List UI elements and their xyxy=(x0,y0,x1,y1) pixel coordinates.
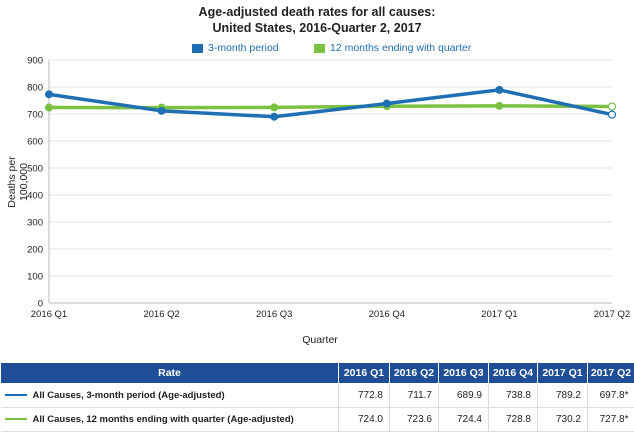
table-cell: 738.8 xyxy=(488,383,538,408)
table-cell: 789.2 xyxy=(537,383,588,408)
y-tick-label: 400 xyxy=(27,191,43,202)
x-tick-label: 2016 Q4 xyxy=(369,309,405,320)
table-cell: 728.8 xyxy=(488,407,538,432)
table-cell: 730.2 xyxy=(537,407,588,432)
y-axis-title: Deaths per 100,000 xyxy=(6,156,30,208)
table-header-col: 2016 Q4 xyxy=(488,362,538,384)
row-label: All Causes, 12 months ending with quarte… xyxy=(0,407,339,432)
table-cell: 724.4 xyxy=(438,407,489,432)
legend-item-3-month[interactable]: 3-month period xyxy=(192,42,279,54)
y-tick-label: 800 xyxy=(27,83,43,94)
table-cell: 727.8* xyxy=(587,407,634,432)
y-tick-label: 700 xyxy=(27,110,43,121)
y-tick-label: 200 xyxy=(27,245,43,256)
table-header-row: Rate 2016 Q1 2016 Q2 2016 Q3 2016 Q4 201… xyxy=(0,362,634,384)
data-point xyxy=(45,90,53,99)
row-label-text: All Causes, 3-month period (Age-adjusted… xyxy=(32,390,225,401)
chart-title: Age-adjusted death rates for all causes: xyxy=(198,5,436,19)
line-chart: 0 100 200 300 400 500 600 700 800 900 2016 Q1 2016 … xyxy=(27,56,630,321)
table-header-col: 2017 Q2 xyxy=(587,362,634,384)
x-tick-label: 2017 Q1 xyxy=(481,309,517,320)
y-tick-label: 0 xyxy=(38,299,43,310)
x-axis-title: Quarter xyxy=(302,334,338,346)
table-header-col: 2016 Q1 xyxy=(338,362,390,384)
row-label-text: All Causes, 12 months ending with quarte… xyxy=(32,414,294,425)
table-header-col: 2016 Q2 xyxy=(389,362,439,384)
y-tick-label: 300 xyxy=(27,218,43,229)
legend-label-12-months: 12 months ending with quarter xyxy=(330,42,472,54)
table-cell: 711.7 xyxy=(389,383,439,408)
row-line-swatch xyxy=(4,418,27,421)
x-tick-label: 2016 Q3 xyxy=(256,309,292,320)
table-cell: 724.0 xyxy=(338,407,390,432)
data-point xyxy=(495,101,504,110)
table-cell: 772.8 xyxy=(338,383,390,408)
data-point xyxy=(270,112,279,121)
y-tick-label: 500 xyxy=(27,164,43,175)
table-header-col: 2016 Q3 xyxy=(438,362,489,384)
data-point xyxy=(607,102,617,111)
table-cell: 689.9 xyxy=(438,383,489,408)
legend-label-3-month: 3-month period xyxy=(208,42,279,54)
chart-subtitle: United States, 2016-Quarter 2, 2017 xyxy=(212,21,422,35)
table-cell: 723.6 xyxy=(389,407,439,432)
row-line-swatch xyxy=(4,394,27,397)
y-tick-label: 100 xyxy=(27,272,43,283)
table-row: All Causes, 3-month period (Age-adjusted… xyxy=(0,383,634,408)
data-point xyxy=(495,85,504,94)
y-tick-label: 900 xyxy=(27,56,43,67)
table-header-col: 2017 Q1 xyxy=(537,362,588,384)
data-point xyxy=(607,110,617,119)
x-tick-label: 2017 Q2 xyxy=(594,309,630,320)
table-row: All Causes, 12 months ending with quarte… xyxy=(0,407,634,432)
table-cell: 697.8* xyxy=(587,383,634,408)
y-tick-label: 600 xyxy=(27,137,43,148)
legend-swatch-3-month xyxy=(192,43,203,53)
legend-swatch-12-months xyxy=(314,43,325,53)
data-point xyxy=(382,99,391,108)
table-header-rate: Rate xyxy=(0,362,339,384)
x-tick-label: 2016 Q1 xyxy=(31,309,67,320)
legend-item-12-months[interactable]: 12 months ending with quarter xyxy=(314,42,471,54)
x-tick-label: 2016 Q2 xyxy=(143,309,179,320)
data-point xyxy=(45,103,53,112)
data-point xyxy=(157,106,166,115)
series-line xyxy=(47,88,614,119)
data-point xyxy=(270,103,279,112)
data-table: Rate 2016 Q1 2016 Q2 2016 Q3 2016 Q4 201… xyxy=(0,362,634,432)
row-label: All Causes, 3-month period (Age-adjusted… xyxy=(0,383,339,408)
legend: 3-month period 12 months ending with qua… xyxy=(0,42,634,58)
